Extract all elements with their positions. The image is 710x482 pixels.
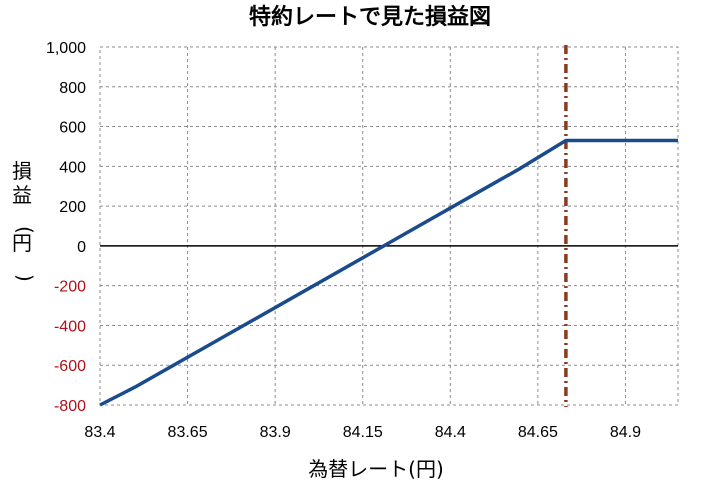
x-axis-title: 為替レート(円) (308, 457, 444, 481)
y-tick-label: 0 (77, 239, 86, 256)
y-tick-label: 400 (59, 159, 86, 176)
chart-title: 特約レートで見た損益図 (249, 4, 491, 30)
y-tick-label: 200 (59, 199, 86, 216)
y-tick-label: 1,000 (46, 40, 86, 57)
x-tick-label: 84.15 (343, 424, 383, 441)
y-tick-label: -600 (54, 358, 86, 375)
y-tick-label: 600 (59, 120, 86, 137)
y-tick-label: 800 (59, 80, 86, 97)
x-tick-label: 83.65 (168, 424, 208, 441)
y-tick-label: -400 (54, 318, 86, 335)
x-tick-label: 84.4 (435, 424, 466, 441)
grid-lines (99, 46, 679, 406)
y-tick-label: -800 (54, 398, 86, 415)
x-tick-label: 84.9 (610, 424, 641, 441)
y-axis-title: 損益(円) (12, 159, 37, 282)
plot-frame (99, 46, 679, 406)
tick-labels: 1,000 800 600 400 200 0 -200 -400 -600 -800 83.4 83… (46, 40, 641, 441)
x-tick-label: 83.9 (260, 424, 291, 441)
pnl-line (99, 138, 678, 407)
y-tick-label: -200 (54, 279, 86, 296)
x-tick-label: 84.65 (518, 424, 558, 441)
series-layer (99, 138, 678, 407)
x-tick-label: 83.4 (84, 424, 115, 441)
